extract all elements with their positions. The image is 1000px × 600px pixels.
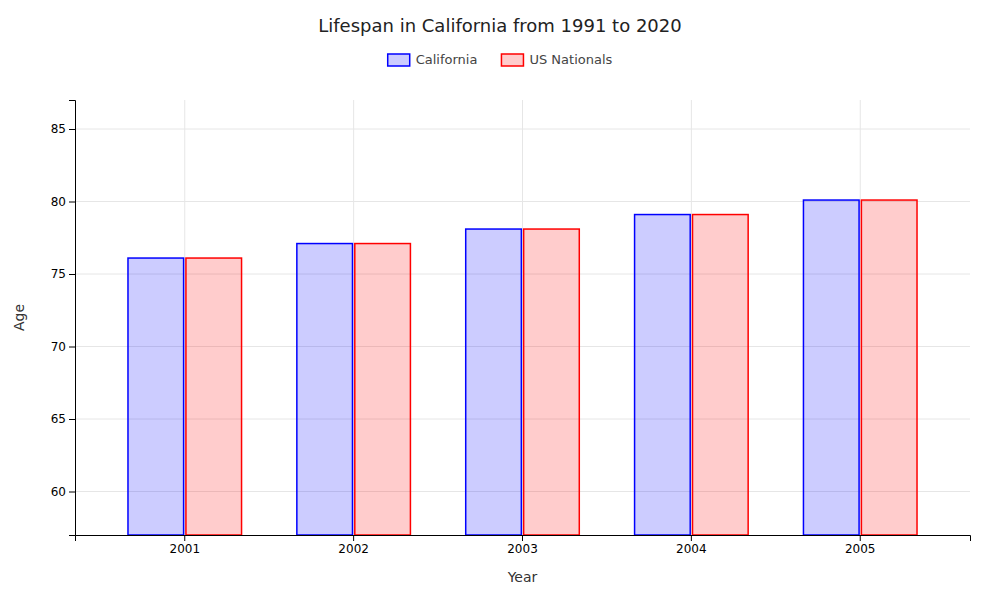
- legend-label: California: [416, 52, 478, 67]
- y-tick-label: 65: [51, 412, 66, 426]
- y-tick-mark: [69, 129, 75, 130]
- chart-svg: 2001 2002 2003 2004 2005 60 65 70 75 80 85 Year Age L…: [0, 0, 1000, 600]
- bar: [297, 244, 353, 535]
- bars: [128, 200, 917, 535]
- bar: [524, 229, 580, 535]
- bar: [693, 215, 749, 535]
- bar: [355, 244, 411, 535]
- chart-title: Lifespan in California from 1991 to 2020: [318, 15, 681, 36]
- x-tick: 2001: [169, 535, 200, 556]
- y-tick-label: 70: [51, 340, 66, 354]
- bar: [635, 215, 691, 535]
- bar: [128, 258, 184, 535]
- axis-line: [69, 101, 76, 536]
- grid-line-x: [184, 100, 185, 535]
- legend-item: California: [388, 52, 478, 67]
- x-tick-mark: [522, 535, 523, 541]
- chart-container: 2001 2002 2003 2004 2005 60 65 70 75 80 85 Year Age L…: [0, 0, 1000, 600]
- y-tick-mark: [69, 492, 75, 493]
- y-axis: 60 65 70 75 80 85: [51, 101, 76, 536]
- y-tick: 85: [51, 122, 75, 136]
- legend: California US Nationals: [388, 52, 613, 67]
- y-tick-label: 75: [51, 267, 66, 281]
- y-tick: 60: [51, 485, 75, 499]
- y-axis-title: Age: [11, 304, 27, 331]
- x-tick: 2002: [338, 535, 369, 556]
- y-tick-label: 60: [51, 485, 66, 499]
- y-tick-mark: [69, 419, 75, 420]
- y-tick-mark: [69, 347, 75, 348]
- bar: [803, 200, 859, 535]
- grid-line-x: [522, 100, 523, 535]
- y-tick: 70: [51, 340, 75, 354]
- x-axis: 2001 2002 2003 2004 2005: [76, 535, 971, 556]
- x-tick-label: 2003: [507, 542, 538, 556]
- grid-line-x: [353, 100, 354, 535]
- legend-swatch: [388, 54, 410, 66]
- x-tick: 2003: [507, 535, 538, 556]
- bar-series: [186, 200, 917, 535]
- grid-line-x: [860, 100, 861, 535]
- x-tick-label: 2002: [338, 542, 369, 556]
- y-tick: 65: [51, 412, 75, 426]
- x-tick: 2004: [676, 535, 707, 556]
- x-tick-label: 2001: [169, 542, 200, 556]
- grid-line-x: [691, 100, 692, 535]
- x-tick-mark: [353, 535, 354, 541]
- bar: [861, 200, 917, 535]
- legend-label: US Nationals: [529, 52, 612, 67]
- axis-line: [76, 536, 971, 542]
- y-tick: 80: [51, 195, 75, 209]
- y-tick-mark: [69, 274, 75, 275]
- x-tick-label: 2004: [676, 542, 707, 556]
- x-axis-title: Year: [507, 569, 538, 585]
- legend-swatch: [501, 54, 523, 66]
- y-tick-mark: [69, 202, 75, 203]
- bar: [466, 229, 522, 535]
- bar-series: [128, 200, 859, 535]
- y-tick: 75: [51, 267, 75, 281]
- x-tick-mark: [860, 535, 861, 541]
- x-tick-mark: [184, 535, 185, 541]
- x-tick-label: 2005: [845, 542, 876, 556]
- x-tick: 2005: [845, 535, 876, 556]
- y-tick-label: 85: [51, 122, 66, 136]
- legend-item: US Nationals: [501, 52, 612, 67]
- x-tick-mark: [691, 535, 692, 541]
- grid: [75, 100, 970, 535]
- bar: [186, 258, 242, 535]
- y-tick-label: 80: [51, 195, 66, 209]
